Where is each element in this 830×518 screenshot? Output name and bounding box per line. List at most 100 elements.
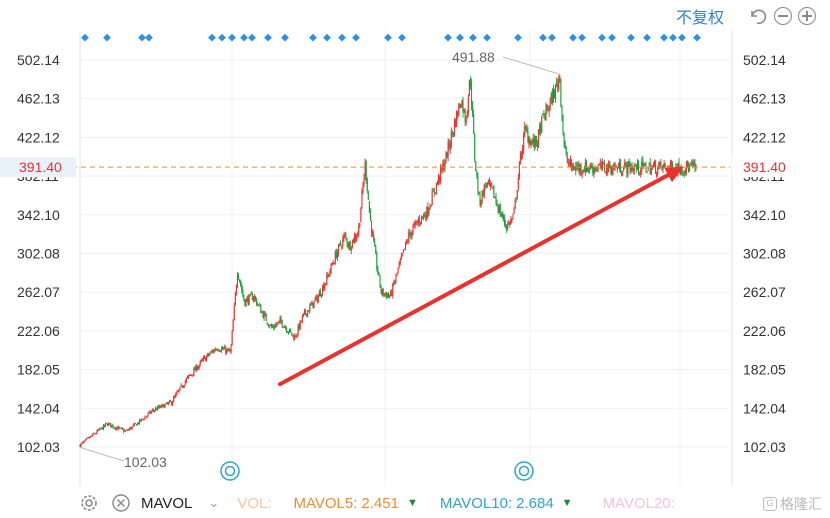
candle-body — [360, 208, 362, 223]
candle-body — [125, 430, 127, 432]
candle-body — [659, 162, 661, 166]
candle-body — [575, 166, 577, 172]
candle-body — [334, 251, 336, 263]
candle-body — [365, 161, 367, 180]
candle-body — [452, 132, 454, 136]
candle-body — [150, 411, 152, 414]
candle-body — [619, 162, 622, 173]
candle-body — [144, 416, 146, 420]
candle-body — [612, 165, 614, 172]
candle-body — [622, 172, 624, 175]
candle-body — [524, 126, 526, 135]
candle-body — [691, 163, 693, 165]
candle-body — [609, 163, 611, 168]
candle-body — [411, 232, 413, 238]
candle-body — [390, 291, 392, 297]
candle-body — [352, 238, 354, 243]
candle-body — [316, 296, 318, 302]
candle-body — [692, 162, 694, 166]
candle-body — [257, 303, 259, 305]
candle-body — [89, 437, 91, 439]
candle-body — [376, 254, 378, 269]
zoom-in-icon[interactable] — [798, 7, 816, 25]
candlestick-chart[interactable]: 502.14462.13422.12382.11342.10302.08262.… — [0, 0, 830, 488]
candle-body — [410, 232, 412, 237]
candle-body — [644, 163, 646, 165]
candle-body — [412, 226, 414, 234]
settings-icon[interactable] — [79, 493, 99, 513]
candle-body — [289, 328, 291, 333]
candle-body — [601, 161, 603, 168]
candle-body — [94, 433, 96, 435]
candle-body — [495, 196, 497, 203]
candle-body — [582, 170, 584, 172]
candle-body — [195, 365, 197, 371]
candle-body — [595, 169, 597, 170]
candle-body — [557, 83, 559, 88]
y-tick-label: 262.07 — [17, 284, 60, 300]
close-icon[interactable] — [111, 493, 131, 513]
candle-body — [650, 167, 652, 175]
candle-body — [432, 190, 434, 192]
undo-icon[interactable] — [748, 6, 768, 26]
candles[interactable] — [79, 74, 697, 448]
candle-body — [132, 424, 134, 426]
event-marker-icon — [352, 33, 360, 42]
candle-body — [344, 234, 346, 236]
candle-body — [267, 324, 269, 326]
candle-body — [252, 298, 254, 301]
candle-body — [503, 217, 506, 224]
candle-body — [569, 159, 572, 165]
candle-body — [335, 251, 337, 259]
candle-body — [568, 163, 570, 165]
candle-body — [292, 334, 294, 336]
candle-body — [154, 408, 157, 410]
candle-body — [214, 349, 216, 351]
candle-body — [184, 381, 186, 385]
candle-body — [429, 206, 431, 209]
candle-body — [505, 223, 507, 226]
candle-body — [639, 172, 641, 174]
zoom-out-icon[interactable] — [774, 7, 792, 25]
event-badge[interactable] — [514, 461, 534, 481]
candle-body — [362, 184, 364, 191]
current-price-label-right: 391.40 — [743, 159, 786, 175]
candle-body — [331, 264, 333, 266]
low-price-label: 102.03 — [124, 454, 167, 470]
candle-body — [550, 93, 552, 101]
candle-body — [516, 190, 518, 199]
candle-body — [589, 169, 591, 170]
event-marker-icon — [693, 33, 701, 42]
candle-body — [409, 230, 411, 235]
candle-body — [355, 234, 357, 239]
candle-body — [394, 281, 396, 285]
candle-body — [206, 356, 208, 361]
event-marker-icon — [643, 33, 651, 42]
candle-body — [455, 119, 457, 127]
candle-body — [530, 140, 532, 146]
candle-body — [139, 419, 141, 424]
candle-body — [627, 161, 629, 176]
candle-body — [130, 427, 132, 429]
chevron-down-icon[interactable]: ⌄ — [208, 495, 220, 510]
candle-body — [250, 293, 252, 295]
candle-body — [646, 171, 648, 173]
vol-label: VOL: — [237, 494, 272, 512]
candle-body — [96, 430, 98, 434]
candle-body — [608, 161, 610, 173]
candle-body — [565, 147, 567, 155]
indicator-name[interactable]: MAVOL — [141, 494, 193, 512]
y-tick-label: 422.12 — [17, 129, 60, 145]
event-markers[interactable] — [81, 33, 701, 42]
candle-body — [215, 348, 217, 351]
candle-body — [93, 433, 95, 434]
candle-body — [478, 192, 480, 194]
current-price-label-left: 391.40 — [19, 159, 62, 175]
event-badge[interactable] — [220, 461, 240, 481]
candle-body — [262, 311, 264, 318]
event-marker-icon — [456, 33, 464, 42]
price-adjust-button[interactable]: 不复权 — [675, 10, 724, 27]
candle-body — [162, 404, 164, 406]
candle-body — [311, 301, 313, 306]
candle-body — [463, 108, 465, 112]
